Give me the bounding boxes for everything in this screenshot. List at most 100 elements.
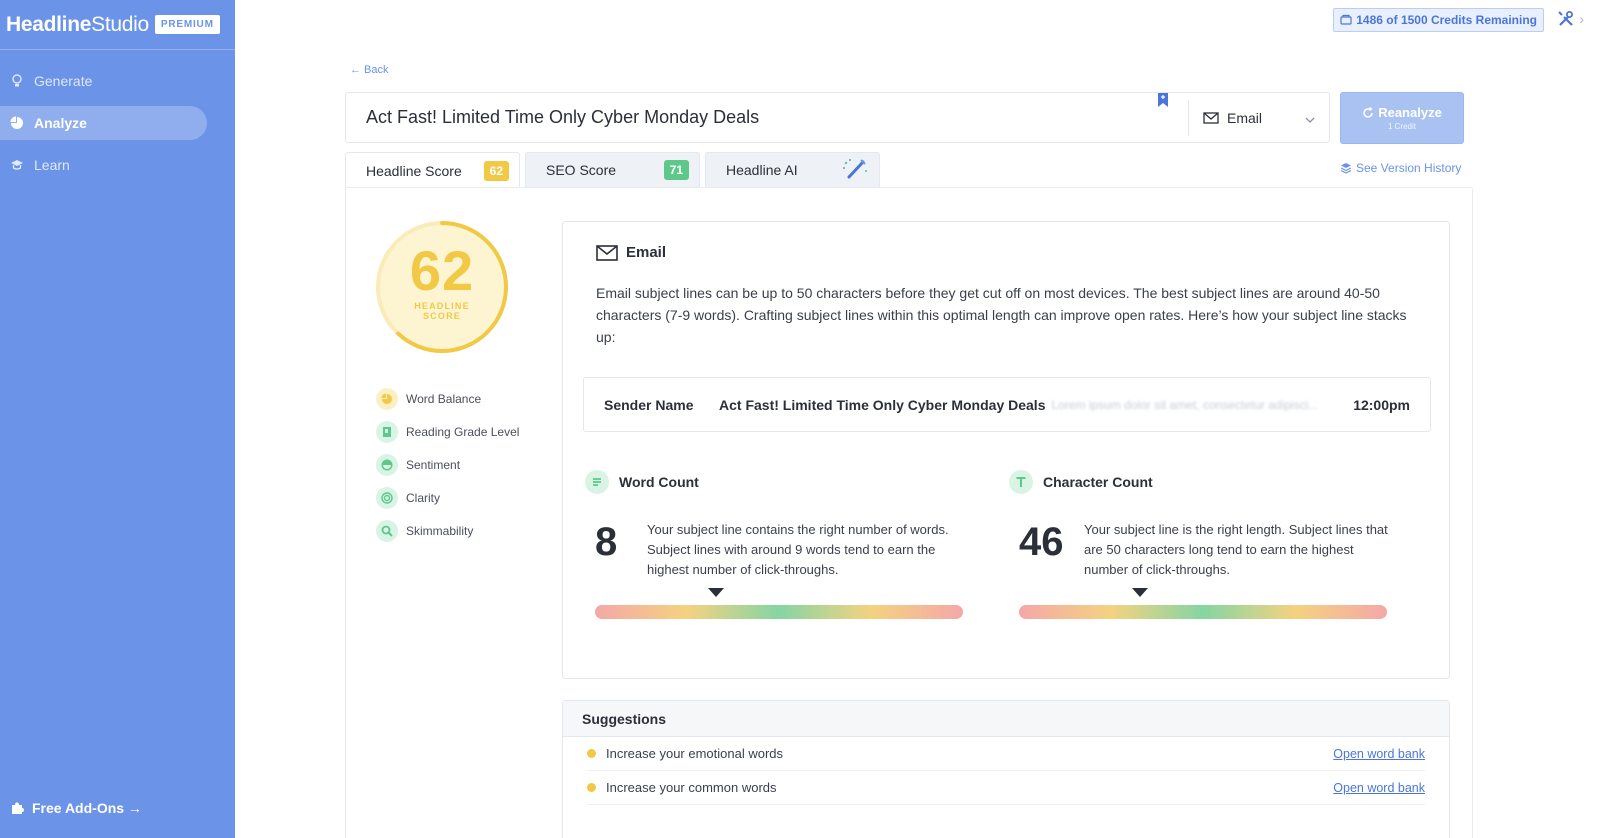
status-dot bbox=[587, 783, 596, 792]
tools-menu-button[interactable]: › bbox=[1557, 10, 1584, 28]
chevron-down-icon bbox=[1305, 110, 1315, 126]
suggestions-card: Suggestions Increase your emotional word… bbox=[562, 700, 1450, 838]
word-count-value: 8 bbox=[595, 520, 618, 564]
brand-logo: HeadlineStudio bbox=[6, 12, 149, 36]
text-t-icon bbox=[1009, 470, 1033, 494]
sidebar-item-learn[interactable]: Learn bbox=[0, 148, 207, 182]
word-count-gauge-marker bbox=[708, 588, 725, 597]
metric-reading-grade-level[interactable]: Reading Grade Level bbox=[376, 415, 519, 448]
word-count-description: Your subject line contains the right num… bbox=[647, 522, 949, 577]
sidebar-item-analyze[interactable]: Analyze bbox=[0, 106, 207, 140]
pie-chart-icon bbox=[376, 387, 398, 410]
headline-input-box[interactable]: Act Fast! Limited Time Only Cyber Monday… bbox=[345, 92, 1330, 143]
score-ring-progress bbox=[376, 221, 508, 353]
preview-body-blurred: Lorem ipsum dolor sit amet, consectetur … bbox=[1051, 397, 1319, 412]
version-history-link[interactable]: See Version History bbox=[1340, 161, 1461, 175]
bookmark-icon[interactable] bbox=[1157, 93, 1169, 112]
magic-wand-icon bbox=[841, 157, 869, 184]
open-word-bank-link[interactable]: Open word bank bbox=[1333, 746, 1425, 761]
metric-label: Clarity bbox=[406, 490, 441, 505]
headline-score-value: 62 bbox=[409, 239, 475, 302]
tab-headline-ai[interactable]: Headline AI bbox=[705, 152, 880, 187]
brand[interactable]: HeadlineStudio PREMIUM bbox=[0, 0, 235, 50]
word-count-block: Word Count 8 Your subject line contains … bbox=[585, 470, 985, 630]
character-count-block: Character Count 46 Your subject line is … bbox=[1009, 470, 1409, 630]
seo-score-pill: 71 bbox=[663, 160, 689, 180]
premium-badge: PREMIUM bbox=[154, 15, 220, 34]
open-word-bank-link[interactable]: Open word bank bbox=[1333, 780, 1425, 795]
headline-score-ring: 62 HEADLINE SCORE bbox=[374, 219, 510, 355]
tab-seo-score[interactable]: SEO Score 71 bbox=[525, 152, 700, 187]
headline-score-label: HEADLINE SCORE bbox=[414, 301, 470, 321]
email-preview: Sender Name Act Fast! Limited Time Only … bbox=[583, 377, 1431, 432]
free-addons-link[interactable]: Free Add-Ons → bbox=[10, 800, 142, 816]
chevron-right-icon: › bbox=[1579, 11, 1584, 27]
layers-icon bbox=[1340, 163, 1352, 174]
credits-badge[interactable]: 1486 of 1500 Credits Remaining bbox=[1333, 8, 1544, 32]
list-lines-icon bbox=[585, 470, 609, 494]
metric-skimmability[interactable]: Skimmability bbox=[376, 514, 519, 547]
preview-time: 12:00pm bbox=[1353, 396, 1410, 413]
metric-label: Skimmability bbox=[406, 523, 474, 538]
character-count-title: Character Count bbox=[1009, 470, 1409, 494]
refresh-icon bbox=[1363, 106, 1373, 118]
tab-label: Headline Score bbox=[366, 162, 462, 179]
headline-type-select[interactable]: Email bbox=[1189, 110, 1329, 126]
sidebar-item-generate[interactable]: Generate bbox=[0, 64, 207, 98]
reanalyze-cost: 1 Credit bbox=[1387, 122, 1416, 131]
tab-label: SEO Score bbox=[546, 162, 617, 178]
target-icon bbox=[376, 486, 398, 509]
metric-sentiment[interactable]: Sentiment bbox=[376, 448, 519, 481]
book-icon bbox=[376, 420, 398, 443]
suggestion-item: Increase your common words Open word ban… bbox=[587, 771, 1425, 805]
reanalyze-label: Reanalyze bbox=[1378, 105, 1442, 120]
suggestion-item: Increase your emotional words Open word … bbox=[587, 737, 1425, 771]
metric-word-balance[interactable]: Word Balance bbox=[376, 382, 519, 415]
smile-icon bbox=[376, 453, 398, 476]
score-ring-bg bbox=[378, 223, 506, 351]
pie-chart-icon bbox=[10, 116, 24, 130]
back-link[interactable]: ← Back bbox=[350, 64, 389, 76]
headline-score-pill: 62 bbox=[483, 160, 509, 181]
metric-label: Reading Grade Level bbox=[406, 424, 520, 439]
credits-text: 1486 of 1500 Credits Remaining bbox=[1356, 13, 1537, 27]
envelope-icon bbox=[1203, 111, 1219, 124]
preview-sender: Sender Name bbox=[604, 396, 694, 413]
magnifier-icon bbox=[376, 519, 398, 542]
email-card: Email Email subject lines can be up to 5… bbox=[562, 221, 1450, 679]
word-count-title: Word Count bbox=[585, 470, 985, 494]
character-count-value: 46 bbox=[1019, 520, 1064, 564]
metrics-list: Word Balance Reading Grade Level Sentime… bbox=[376, 382, 519, 547]
word-count-gauge bbox=[595, 605, 963, 619]
suggestion-text: Increase your common words bbox=[606, 780, 777, 795]
metric-label: Word Balance bbox=[406, 391, 482, 406]
graduation-cap-icon bbox=[10, 158, 24, 172]
sidebar-item-label: Generate bbox=[34, 73, 93, 89]
status-dot bbox=[587, 749, 596, 758]
divider bbox=[1188, 99, 1189, 136]
puzzle-icon bbox=[10, 801, 24, 815]
tab-label: Headline AI bbox=[726, 162, 798, 178]
headline-input[interactable]: Act Fast! Limited Time Only Cyber Monday… bbox=[366, 107, 760, 127]
sidebar-item-label: Analyze bbox=[34, 115, 87, 131]
wrench-icon bbox=[1558, 11, 1574, 26]
character-count-gauge bbox=[1019, 605, 1387, 619]
sidebar-item-label: Learn bbox=[34, 157, 70, 173]
envelope-icon bbox=[596, 244, 618, 261]
metric-clarity[interactable]: Clarity bbox=[376, 481, 519, 514]
metric-label: Sentiment bbox=[406, 457, 461, 472]
headline-type-label: Email bbox=[1227, 109, 1263, 126]
credits-icon bbox=[1340, 14, 1352, 25]
free-addons-label: Free Add-Ons → bbox=[32, 800, 142, 816]
score-tabs: Headline Score 62 SEO Score 71 Headline … bbox=[345, 152, 885, 188]
sidebar-nav: Generate Analyze Learn bbox=[0, 64, 235, 182]
version-history-label: See Version History bbox=[1356, 161, 1462, 175]
suggestion-text: Increase your emotional words bbox=[606, 746, 784, 761]
character-count-description: Your subject line is the right length. S… bbox=[1084, 522, 1388, 577]
email-card-title: Email bbox=[596, 244, 666, 261]
reanalyze-button[interactable]: Reanalyze 1 Credit bbox=[1340, 92, 1464, 144]
preview-subject: Act Fast! Limited Time Only Cyber Monday… bbox=[719, 396, 1046, 413]
tab-headline-score[interactable]: Headline Score 62 bbox=[345, 152, 520, 188]
sidebar: HeadlineStudio PREMIUM Generate Analyze … bbox=[0, 0, 235, 838]
character-count-gauge-marker bbox=[1132, 588, 1149, 597]
